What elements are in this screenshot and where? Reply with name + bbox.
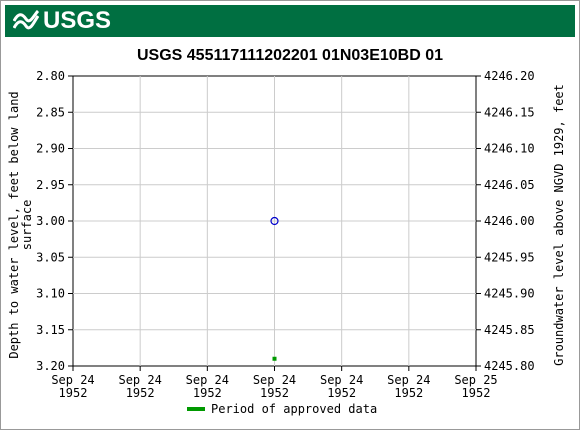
left-tick-label: 2.80 <box>36 69 65 83</box>
left-tick-label: 3.10 <box>36 287 65 301</box>
left-tick-label: 3.15 <box>36 323 65 337</box>
legend: Period of approved data <box>187 402 377 416</box>
data-point-approved <box>272 356 277 361</box>
left-axis-ticks: 2.80 2.85 2.90 2.95 3.00 3.05 3.10 3.15 3.20 <box>36 69 73 373</box>
left-tick-label: 2.85 <box>36 105 65 119</box>
left-tick-label: 3.05 <box>36 250 65 264</box>
right-axis-ticks: 4246.20 4246.15 4246.10 4246.05 4246.00 4245.… <box>476 69 535 373</box>
grid <box>73 76 476 366</box>
x-tick-label-year: 1952 <box>327 386 356 400</box>
right-tick-label: 4245.95 <box>484 250 535 264</box>
x-tick-label: Sep 24 <box>387 373 430 387</box>
x-tick-label-year: 1952 <box>462 386 491 400</box>
right-tick-label: 4246.05 <box>484 178 535 192</box>
right-tick-label: 4245.85 <box>484 323 535 337</box>
x-tick-label: Sep 25 <box>454 373 497 387</box>
right-tick-label: 4245.90 <box>484 287 535 301</box>
right-tick-label: 4246.15 <box>484 105 535 119</box>
x-tick-label-year: 1952 <box>59 386 88 400</box>
x-tick-label-year: 1952 <box>260 386 289 400</box>
x-tick-label-year: 1952 <box>193 386 222 400</box>
usgs-logo-text: USGS <box>43 7 112 34</box>
data-point-measurement <box>270 216 279 226</box>
left-tick-label: 2.90 <box>36 142 65 156</box>
x-tick-label-year: 1952 <box>394 386 423 400</box>
data-marks <box>270 216 279 361</box>
chart-title: USGS 455117111202201 01N03E10BD 01 <box>137 47 443 64</box>
x-tick-label-year: 1952 <box>126 386 155 400</box>
right-axis-label: Groundwater level above NGVD 1929, feet <box>552 84 566 366</box>
legend-label: Period of approved data <box>211 402 377 416</box>
right-tick-label: 4246.00 <box>484 214 535 228</box>
x-tick-label: Sep 24 <box>186 373 229 387</box>
x-tick-label: Sep 24 <box>118 373 161 387</box>
left-axis-label-line2: surface <box>20 200 34 251</box>
left-axis-label-line1: Depth to water level, feet below land <box>7 91 21 358</box>
x-tick-label: Sep 24 <box>253 373 296 387</box>
right-tick-label: 4245.80 <box>484 359 535 373</box>
left-tick-label: 2.95 <box>36 178 65 192</box>
left-tick-label: 3.00 <box>36 214 65 228</box>
right-tick-label: 4246.20 <box>484 69 535 83</box>
x-tick-label: Sep 24 <box>51 373 94 387</box>
x-tick-label: Sep 24 <box>320 373 363 387</box>
usgs-wave-icon <box>13 10 39 30</box>
usgs-logo: USGS <box>13 7 112 34</box>
left-tick-label: 3.20 <box>36 359 65 373</box>
right-tick-label: 4246.10 <box>484 142 535 156</box>
usgs-banner: USGS <box>5 5 575 37</box>
